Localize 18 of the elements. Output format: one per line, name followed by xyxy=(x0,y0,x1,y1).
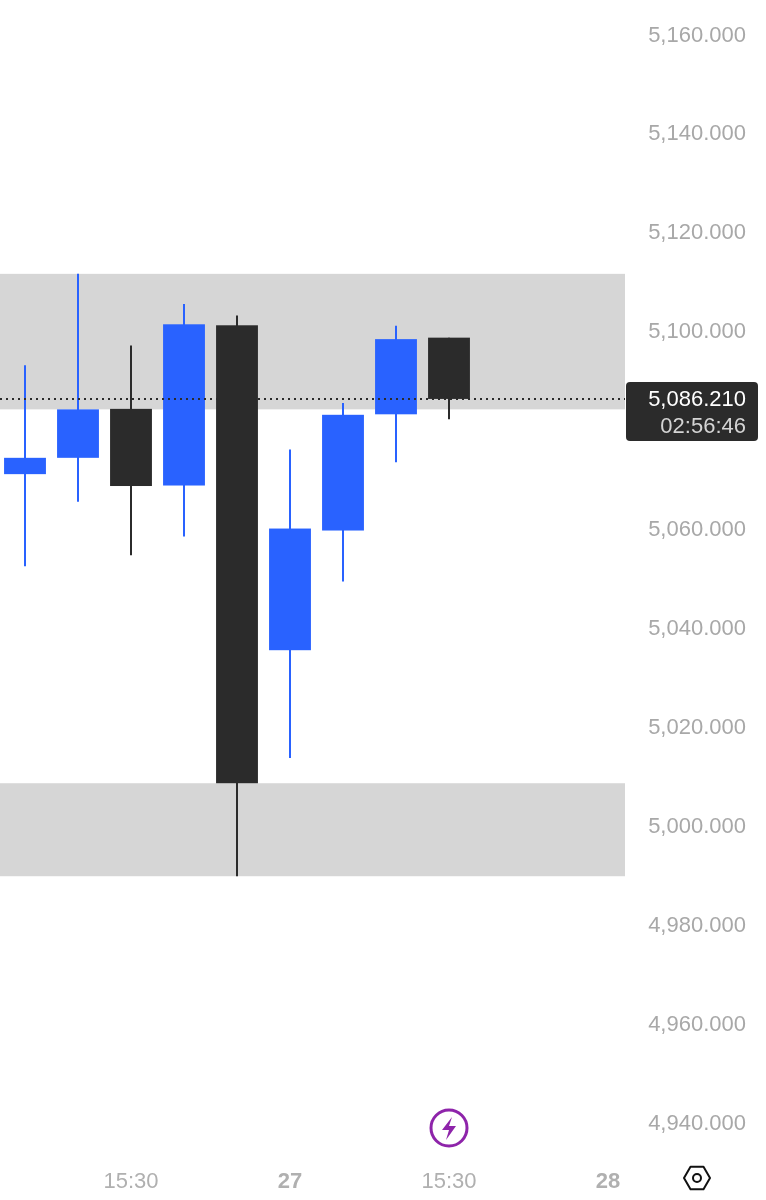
y-tick-label: 5,000.000 xyxy=(648,812,746,838)
x-tick-label: 15:30 xyxy=(103,1167,159,1193)
ref-line-label: 5,086.210 xyxy=(648,386,746,412)
y-tick-label: 5,060.000 xyxy=(648,516,746,542)
y-tick-label: 5,140.000 xyxy=(648,120,746,146)
candlestick xyxy=(4,364,46,568)
y-tick-label: 4,960.000 xyxy=(648,1010,746,1036)
y-tick-label: 5,020.000 xyxy=(648,713,746,739)
y-tick-label: 5,100.000 xyxy=(648,318,746,344)
y-tick-label: 4,980.000 xyxy=(648,911,746,937)
x-tick-label: 28 xyxy=(595,1167,621,1193)
x-tick-label: 15:30 xyxy=(421,1167,477,1193)
x-tick-label: 27 xyxy=(277,1167,303,1193)
y-tick-label: 4,940.000 xyxy=(648,1109,746,1135)
y-tick-label: 5,160.000 xyxy=(648,21,746,47)
text: 02:56:46 xyxy=(660,413,746,439)
y-tick-label: 5,120.000 xyxy=(648,219,746,245)
y-tick-label: 5,040.000 xyxy=(648,614,746,640)
